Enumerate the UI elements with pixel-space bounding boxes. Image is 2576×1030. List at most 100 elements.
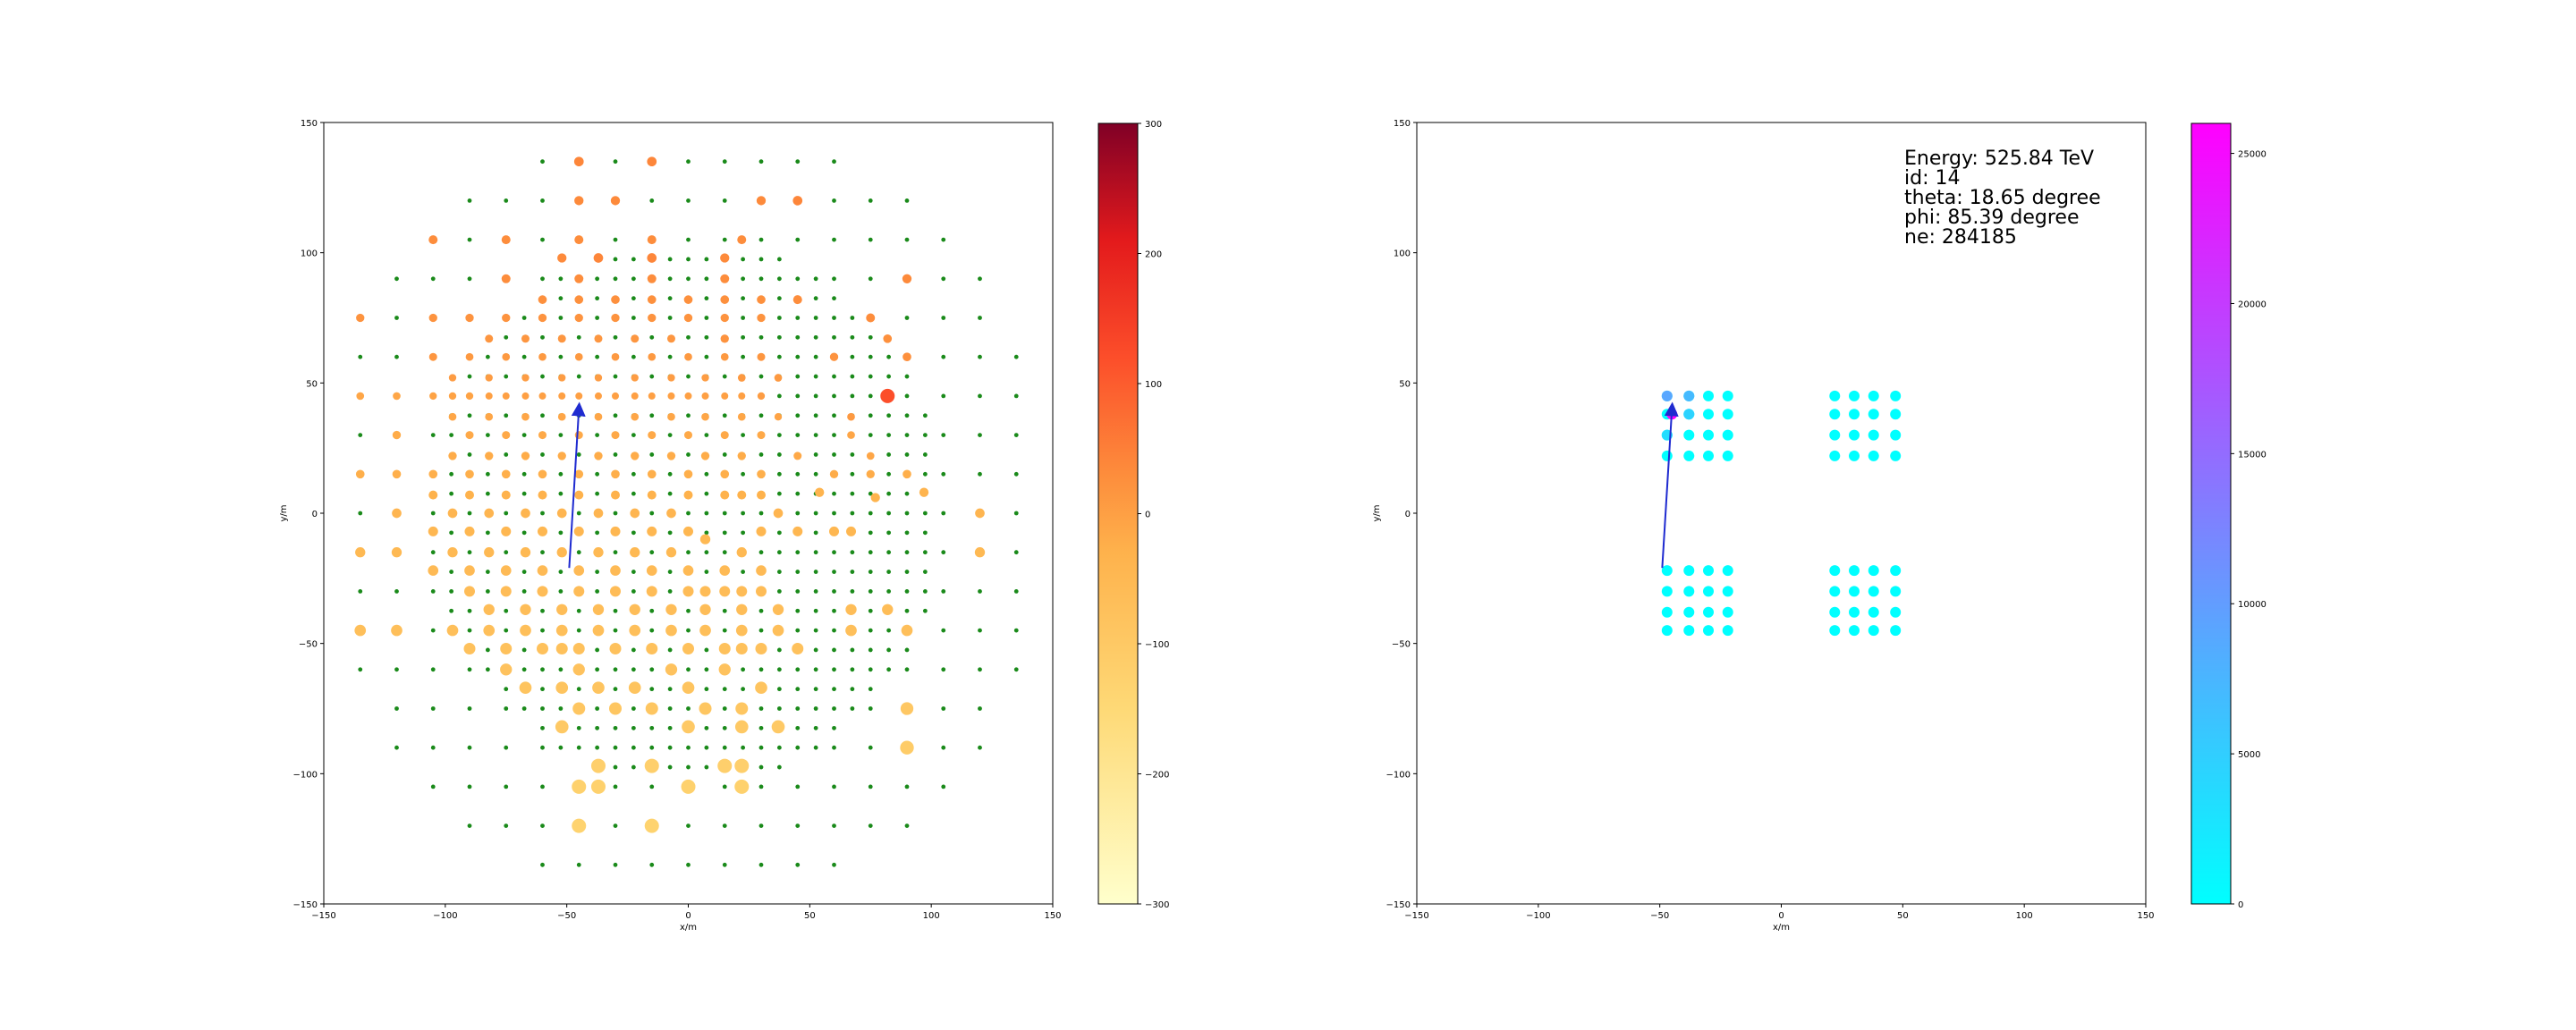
hit-point (391, 624, 402, 637)
detector-point (667, 491, 673, 496)
detector-point (795, 374, 801, 379)
hit-point (593, 508, 604, 519)
hit-point (631, 452, 640, 460)
detector-point (540, 159, 545, 165)
x-tick-label: −150 (1404, 911, 1428, 921)
hit-point (757, 313, 766, 323)
detector-point (868, 237, 873, 242)
detector-point (576, 452, 581, 457)
hit-point (630, 547, 640, 558)
hit-point (464, 565, 475, 576)
hit-point (465, 392, 474, 401)
detector-point (704, 433, 709, 437)
detector-point (649, 667, 655, 672)
hit-point (648, 392, 656, 400)
detector-point (776, 393, 782, 399)
detector-point (704, 530, 709, 536)
detector-point (576, 334, 581, 340)
detector-point (941, 354, 946, 359)
detector-point (558, 667, 564, 672)
hit-point (573, 565, 585, 576)
shower-direction-arrow (568, 401, 586, 569)
right-panel: −150 −100 −50 0 50 100 150 −150 −100 −50 0 50 100 150… (1372, 119, 2267, 933)
hit-point (757, 490, 766, 500)
detector-point (631, 354, 636, 359)
detector-point (704, 296, 709, 301)
detector-point (1683, 565, 1695, 577)
detector-point (358, 589, 363, 594)
detector-point (430, 276, 436, 282)
detector-point (558, 276, 564, 282)
detector-point (904, 452, 910, 457)
hit-point (720, 469, 730, 479)
detector-point (631, 316, 636, 320)
detector-point (576, 628, 581, 633)
right-data-points (1661, 390, 1902, 637)
detector-point (795, 570, 801, 574)
detector-point (613, 550, 618, 555)
hit-point (538, 295, 547, 304)
hit-point (354, 624, 367, 637)
detector-point (595, 316, 600, 320)
detector-point (394, 706, 399, 711)
left-panel: −150 −100 −50 0 50 100 150 −150 −100 −50 0 50 100 150… (279, 119, 1169, 933)
hit-point (538, 313, 547, 323)
detector-point (813, 667, 818, 672)
detector-point (613, 862, 618, 867)
detector-point (978, 471, 982, 477)
detector-point (722, 159, 727, 165)
detector-point (904, 511, 910, 516)
detector-point (613, 823, 618, 828)
hit-point (594, 334, 603, 343)
detector-point (832, 784, 836, 789)
detector-point (1849, 450, 1860, 461)
detector-point (613, 257, 618, 262)
hit-point (847, 431, 855, 439)
detector-point (358, 433, 363, 437)
detector-point (504, 511, 509, 516)
hit-point (428, 235, 438, 245)
hit-point (485, 452, 494, 460)
detector-point (686, 764, 691, 770)
hit-point (356, 392, 365, 401)
detector-point (850, 374, 855, 379)
hit-point (590, 758, 606, 773)
detector-point (1868, 390, 1879, 401)
hit-point (556, 508, 567, 519)
detector-point (813, 725, 818, 730)
detector-point (978, 667, 982, 672)
detector-point (704, 570, 709, 574)
hit-point (735, 642, 748, 654)
hit-point (447, 508, 458, 519)
right-ylabel: y/m (1372, 504, 1382, 521)
detector-point (430, 706, 436, 711)
detector-point (741, 433, 746, 437)
detector-point (832, 491, 836, 496)
detector-point (795, 159, 801, 165)
detector-point (868, 745, 873, 750)
detector-point (595, 725, 600, 730)
detector-point (467, 374, 472, 379)
hit-point (574, 196, 584, 206)
detector-point (1683, 606, 1695, 618)
hit-point (721, 392, 729, 400)
detector-point (758, 550, 764, 555)
hit-point (774, 374, 783, 382)
detector-point (1849, 586, 1860, 597)
hit-point (611, 352, 620, 361)
detector-point (904, 374, 910, 379)
detector-point (430, 784, 436, 789)
detector-point (631, 706, 636, 711)
detector-point (904, 589, 910, 594)
y-tick-label: −100 (1386, 770, 1411, 780)
detector-point (521, 530, 527, 536)
detector-point (813, 647, 818, 653)
detector-point (886, 628, 892, 633)
detector-point (978, 589, 982, 594)
detector-point (631, 745, 636, 750)
detector-point (1722, 606, 1733, 618)
detector-point (868, 374, 873, 379)
detector-point (758, 667, 764, 672)
detector-point (941, 511, 946, 516)
detector-point (741, 354, 746, 359)
